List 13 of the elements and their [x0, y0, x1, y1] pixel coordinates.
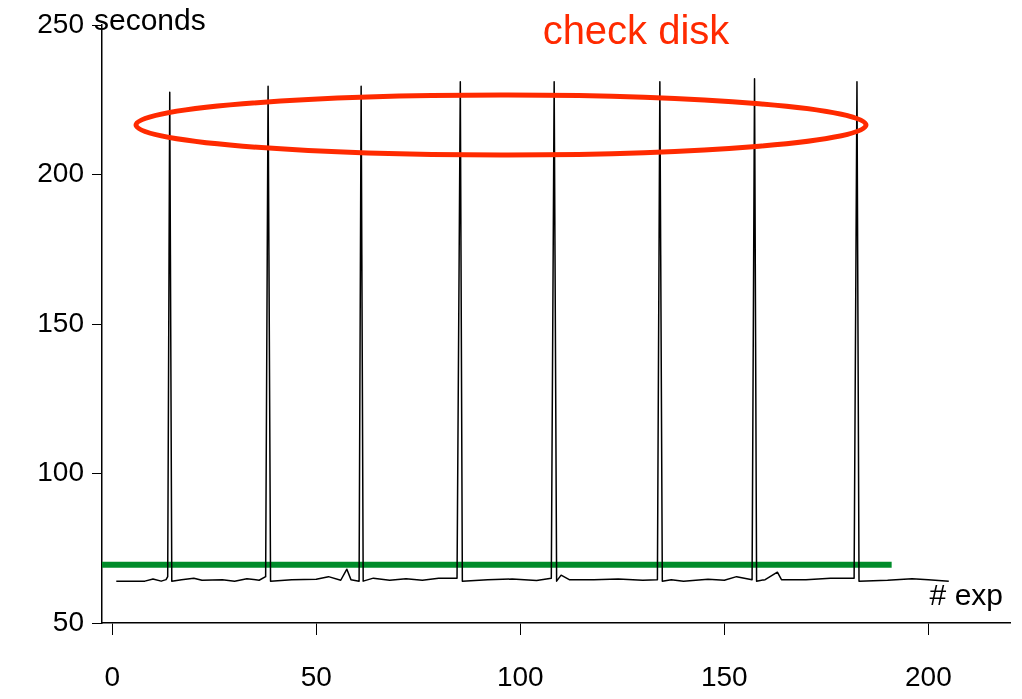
y-tick-label: 150 [37, 306, 84, 338]
x-tick-label: 150 [700, 660, 748, 692]
y-tick-label: 50 [52, 605, 84, 637]
x-tick-label: 50 [300, 660, 332, 692]
x-tick-label: 100 [496, 660, 544, 692]
x-axis-title: # exp [929, 578, 1003, 612]
y-axis-title: seconds [94, 3, 206, 37]
annotation: check disk [542, 8, 731, 53]
y-tick-label: 200 [37, 157, 84, 189]
x-tick-label: 0 [104, 660, 120, 692]
y-tick-label: 250 [37, 7, 84, 39]
y-tick-label: 100 [37, 456, 84, 488]
x-tick-label: 200 [905, 660, 952, 692]
